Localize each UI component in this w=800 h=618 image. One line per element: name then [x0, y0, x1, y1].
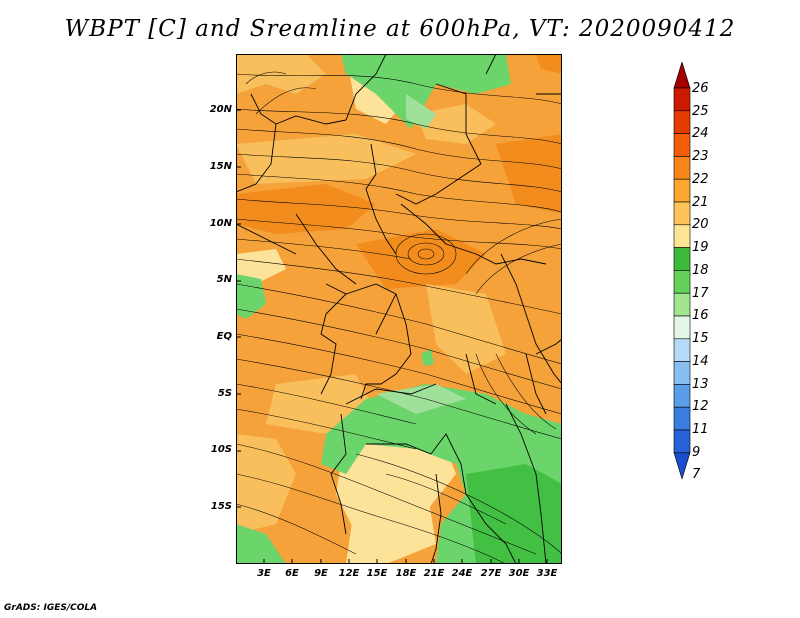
lon-label-9e: 9E [314, 568, 328, 579]
colorbar-label: 7 [692, 467, 701, 483]
lon-label-21e: 21E [423, 568, 445, 579]
colorbar-box [673, 201, 691, 226]
colorbar-box [673, 429, 691, 454]
colorbar-box [673, 247, 691, 271]
colorbar-box [673, 87, 691, 112]
colorbar-label: 18 [692, 262, 709, 278]
colorbar-box [673, 270, 691, 294]
lon-label-27e: 27E [480, 568, 502, 579]
map-title: WBPT [C] and Sreamline at 600hPa, VT: 20… [64, 16, 736, 42]
colorbar-label: 11 [692, 421, 709, 437]
colorbar-label: 22 [692, 171, 709, 187]
colorbar-label: 17 [692, 285, 709, 301]
colorbar-box [673, 156, 691, 180]
colorbar-label: 26 [692, 81, 709, 96]
colorbar-label: 14 [692, 353, 709, 369]
colorbar-bottom-arrow [673, 452, 691, 480]
colorbar-label: 19 [692, 240, 709, 256]
colorbar-label: 15 [692, 331, 709, 347]
colorbar-label: 16 [692, 308, 709, 324]
colorbar-top-arrow [673, 62, 691, 89]
lat-label-10n: 10N [209, 218, 232, 229]
colorbar-boxes [673, 62, 691, 480]
colorbar-box [673, 384, 691, 408]
lat-label-5s: 5S [217, 388, 232, 399]
lat-label-5n: 5N [216, 274, 232, 285]
colorbar-box [673, 224, 691, 248]
colorbar [673, 62, 691, 480]
borders-layer [236, 54, 562, 564]
lat-label-20n: 20N [209, 104, 232, 115]
colorbar-label: 20 [692, 217, 709, 233]
colorbar-box [673, 338, 691, 362]
colorbar-label: 12 [692, 399, 709, 415]
lon-label-3e: 3E [257, 568, 271, 579]
colorbar-box [673, 361, 691, 385]
streamlines-layer [236, 71, 562, 564]
colorbar-box [673, 315, 691, 340]
lon-label-30e: 30E [508, 568, 530, 579]
lon-label-18e: 18E [395, 568, 417, 579]
colorbar-label: 9 [692, 444, 701, 460]
lon-label-6e: 6E [285, 568, 299, 579]
wbpt-shading [236, 54, 562, 564]
lat-label-15s: 15S [210, 501, 232, 512]
map-plot [236, 54, 562, 564]
colorbar-label: 21 [692, 194, 709, 210]
colorbar-label: 24 [692, 126, 709, 142]
map-frame [236, 54, 562, 564]
colorbar-box [673, 406, 691, 431]
lon-label-33e: 33E [536, 568, 558, 579]
lon-label-24e: 24E [451, 568, 473, 579]
colorbar-label: 23 [692, 149, 709, 165]
lat-label-15n: 15N [209, 161, 232, 172]
lat-label-eq: EQ [216, 331, 232, 342]
colorbar-box [673, 292, 691, 317]
colorbar-label: 13 [692, 376, 709, 392]
axis-ticks [236, 109, 548, 564]
colorbar-box [673, 110, 691, 134]
lat-label-10s: 10S [210, 444, 232, 455]
lon-label-15e: 15E [366, 568, 388, 579]
credit-label: GrADS: IGES/COLA [4, 603, 98, 613]
lon-label-12e: 12E [338, 568, 360, 579]
colorbar-label: 25 [692, 103, 709, 119]
map-panel [236, 54, 562, 564]
colorbar-box [673, 133, 691, 157]
colorbar-box [673, 178, 691, 203]
